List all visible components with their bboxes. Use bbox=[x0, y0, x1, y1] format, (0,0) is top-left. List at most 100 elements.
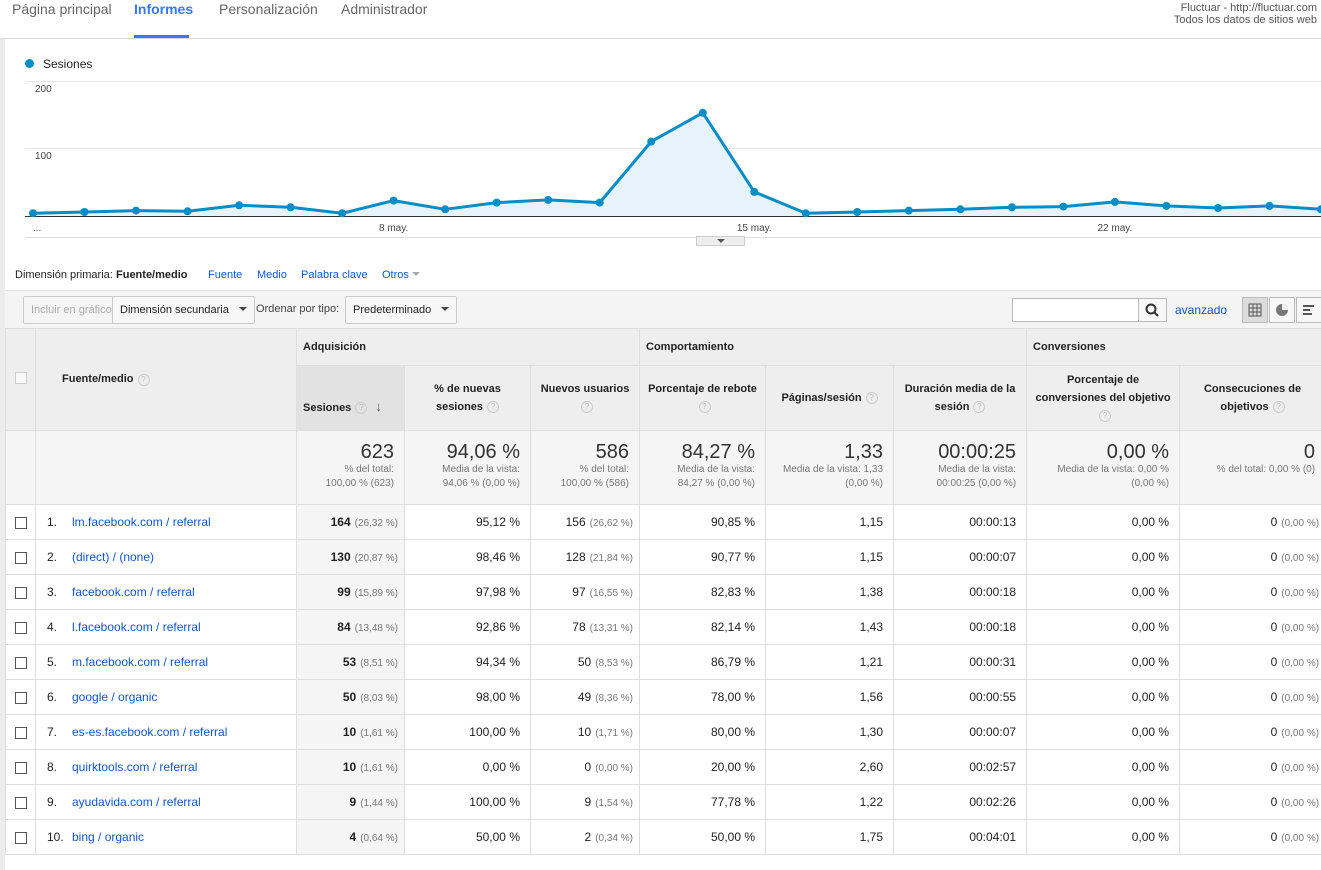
help-icon[interactable]: ? bbox=[581, 401, 593, 414]
tab-admin[interactable]: Administrador bbox=[341, 1, 428, 17]
tab-customization[interactable]: Personalización bbox=[219, 1, 318, 17]
row-source-link[interactable]: facebook.com / referral bbox=[72, 585, 195, 599]
col-goal-completions[interactable]: Consecuciones de objetivos? bbox=[1179, 365, 1321, 431]
data-point bbox=[956, 205, 965, 214]
row-new-sessions: 95,12 % bbox=[404, 504, 531, 540]
row-index: 9. bbox=[47, 795, 58, 809]
view-table-button[interactable] bbox=[1242, 297, 1268, 323]
secondary-dimension-dropdown[interactable]: Dimensión secundaria bbox=[112, 296, 255, 324]
search-button[interactable] bbox=[1138, 298, 1167, 322]
row-pages: 1,22 bbox=[765, 784, 895, 820]
data-point bbox=[132, 206, 140, 215]
row-sessions-value: 50 bbox=[342, 690, 357, 704]
help-icon[interactable]: ? bbox=[1099, 410, 1112, 423]
row-source-link[interactable]: lm.facebook.com / referral bbox=[72, 515, 211, 529]
row-checkbox[interactable] bbox=[14, 621, 27, 634]
total-new-sessions: 94,06 % Media de la vista: 94,06 % (0,00 %… bbox=[404, 430, 531, 505]
row-new-sessions: 0,00 % bbox=[404, 749, 531, 785]
row-source-cell: 5. m.facebook.com / referral bbox=[35, 644, 297, 680]
left-gutter bbox=[0, 39, 5, 870]
help-icon[interactable]: ? bbox=[487, 401, 500, 414]
row-new-sessions: 97,98 % bbox=[404, 574, 531, 610]
help-icon[interactable]: ? bbox=[137, 373, 150, 386]
row-pages: 1,15 bbox=[765, 504, 895, 540]
chevron-down-icon bbox=[411, 272, 420, 276]
help-icon[interactable]: ? bbox=[1272, 401, 1285, 414]
col-pages-per-session[interactable]: Páginas/sesión? bbox=[765, 365, 895, 431]
dimension-option-keyword[interactable]: Palabra clave bbox=[301, 269, 368, 281]
row-checkbox[interactable] bbox=[14, 796, 27, 809]
total-value: 623 bbox=[360, 441, 394, 463]
row-checkbox[interactable] bbox=[14, 586, 27, 599]
row-new-users: 2 (0,34 %) bbox=[529, 819, 641, 855]
row-sessions-pct: (1,44 %) bbox=[360, 798, 398, 809]
row-source-link[interactable]: bing / organic bbox=[72, 830, 145, 844]
row-checkbox[interactable] bbox=[14, 656, 27, 669]
row-source-link[interactable]: (direct) / (none) bbox=[72, 550, 155, 564]
row-checkbox[interactable] bbox=[14, 691, 27, 704]
col-sessions[interactable]: Sesiones? ↓ bbox=[296, 365, 405, 431]
y-tick-label: 100 bbox=[35, 151, 52, 162]
total-bounce: 84,27 % Media de la vista: 84,27 % (0,00 %… bbox=[639, 430, 767, 505]
row-checkbox[interactable] bbox=[14, 551, 27, 564]
row-checkbox[interactable] bbox=[14, 831, 27, 844]
row-new-users: 156 (26,62 %) bbox=[529, 504, 641, 540]
data-point bbox=[1059, 202, 1068, 211]
row-new-users-value: 10 bbox=[577, 725, 592, 739]
sort-arrow-down-icon: ↓ bbox=[375, 398, 382, 414]
view-performance-button[interactable] bbox=[1296, 297, 1321, 323]
row-pages: 1,75 bbox=[765, 819, 895, 855]
chart-collapse-toggle[interactable] bbox=[696, 236, 745, 246]
row-goals-pct: (0,00 %) bbox=[1281, 763, 1320, 774]
row-checkbox[interactable] bbox=[14, 726, 27, 739]
row-sessions-value: 10 bbox=[342, 725, 357, 739]
row-sessions-value: 130 bbox=[330, 550, 351, 564]
row-sessions: 10 (1,61 %) bbox=[296, 749, 405, 785]
col-goal-conversion-rate[interactable]: Porcentaje de conversiones del objetivo? bbox=[1026, 365, 1181, 431]
row-source-link[interactable]: l.facebook.com / referral bbox=[72, 620, 201, 634]
row-new-sessions: 100,00 % bbox=[404, 784, 531, 820]
row-source-link[interactable]: es-es.facebook.com / referral bbox=[72, 725, 228, 739]
row-select-cell bbox=[5, 819, 36, 855]
help-icon[interactable]: ? bbox=[698, 401, 711, 414]
row-source-link[interactable]: m.facebook.com / referral bbox=[72, 655, 209, 669]
row-select-cell bbox=[5, 679, 36, 715]
sort-type-dropdown[interactable]: Predeterminado bbox=[345, 296, 458, 324]
col-bounce-rate[interactable]: Porcentaje de rebote? bbox=[639, 365, 767, 431]
tab-reports[interactable]: Informes bbox=[134, 1, 194, 17]
row-checkbox[interactable] bbox=[14, 516, 27, 529]
total-sub: Media de la vista: bbox=[442, 464, 520, 475]
account-selector[interactable]: Fluctuar - http://fluctuar.com Todos los… bbox=[1174, 2, 1317, 26]
col-duration-label: Duración media de la sesión bbox=[904, 383, 1016, 413]
row-source-cell: 8. quirktools.com / referral bbox=[35, 749, 297, 785]
totals-blank bbox=[35, 430, 297, 505]
row-goals-value: 0 bbox=[1270, 725, 1278, 739]
chart-legend[interactable]: Sesiones bbox=[25, 57, 92, 71]
dimension-header[interactable]: Fuente/medio? bbox=[35, 328, 297, 431]
col-new-sessions-pct[interactable]: % de nuevas sesiones? bbox=[404, 365, 531, 431]
dimension-option-medium[interactable]: Medio bbox=[257, 269, 287, 281]
row-source-link[interactable]: ayudavida.com / referral bbox=[72, 795, 201, 809]
view-pie-button[interactable] bbox=[1269, 297, 1295, 323]
col-pages-label: Páginas/sesión bbox=[781, 392, 862, 404]
help-icon[interactable]: ? bbox=[973, 401, 986, 414]
row-source-link[interactable]: google / organic bbox=[72, 690, 158, 704]
row-goals-value: 0 bbox=[1270, 690, 1278, 704]
plot-rows-button[interactable]: Incluir en gráfico bbox=[23, 296, 120, 324]
row-checkbox[interactable] bbox=[14, 761, 27, 774]
row-source-link[interactable]: quirktools.com / referral bbox=[72, 760, 198, 774]
help-icon[interactable]: ? bbox=[865, 392, 878, 405]
data-point bbox=[1265, 201, 1274, 210]
row-new-users-value: 97 bbox=[572, 585, 586, 599]
help-icon[interactable]: ? bbox=[355, 401, 368, 414]
tab-home[interactable]: Página principal bbox=[12, 1, 112, 17]
row-new-users: 0 (0,00 %) bbox=[529, 749, 641, 785]
dimension-option-others[interactable]: Otros bbox=[382, 269, 420, 281]
col-new-users[interactable]: Nuevos usuarios? bbox=[529, 365, 641, 431]
dimension-option-source[interactable]: Fuente bbox=[208, 269, 243, 281]
select-all-checkbox[interactable] bbox=[14, 372, 27, 384]
series-area bbox=[33, 112, 1321, 216]
advanced-filter-link[interactable]: avanzado bbox=[1175, 303, 1228, 317]
table-search-input[interactable] bbox=[1012, 298, 1139, 322]
col-avg-duration[interactable]: Duración media de la sesión? bbox=[893, 365, 1028, 431]
